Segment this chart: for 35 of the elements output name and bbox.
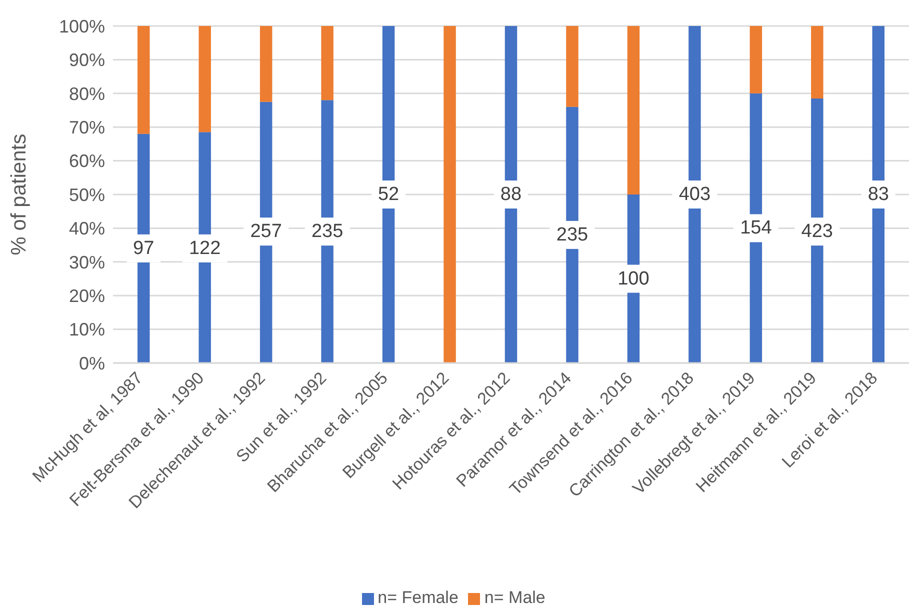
y-tick-label: 50% — [68, 184, 105, 205]
y-tick-label: 10% — [68, 320, 105, 340]
y-tick-label: 70% — [68, 117, 105, 138]
y-tick-label: 0% — [78, 353, 105, 374]
y-tick-label: 80% — [68, 84, 105, 104]
annotation: 100 — [618, 268, 650, 290]
y-tick-label: 30% — [68, 252, 105, 272]
y-axis-title: % of patients — [7, 134, 30, 256]
bar — [750, 26, 762, 94]
annotation: 122 — [188, 238, 221, 259]
annotation: 97 — [133, 238, 154, 259]
annotation: 257 — [250, 221, 282, 242]
bar — [260, 26, 272, 102]
y-tick-label: 90% — [68, 50, 105, 70]
annotation: 52 — [378, 184, 400, 205]
bar — [137, 26, 150, 134]
bar — [321, 26, 334, 100]
y-tick-label: 100% — [58, 16, 105, 36]
annotation: 235 — [556, 224, 588, 246]
bar — [444, 26, 456, 363]
bar — [566, 26, 578, 107]
annotation: 423 — [801, 221, 834, 242]
annotation: 83 — [868, 184, 889, 205]
legend-label: n= Male — [484, 588, 546, 607]
legend-label: n= Female — [378, 588, 458, 607]
y-tick-label: 20% — [68, 286, 105, 306]
bar — [627, 26, 640, 194]
y-tick-label: 40% — [68, 218, 105, 239]
annotation: 88 — [500, 184, 522, 205]
y-tick-label: 60% — [68, 151, 105, 172]
bar — [811, 26, 824, 98]
annotation: 154 — [740, 218, 772, 239]
annotation: 235 — [311, 221, 344, 242]
bar — [198, 26, 211, 132]
annotation: 403 — [678, 184, 711, 205]
